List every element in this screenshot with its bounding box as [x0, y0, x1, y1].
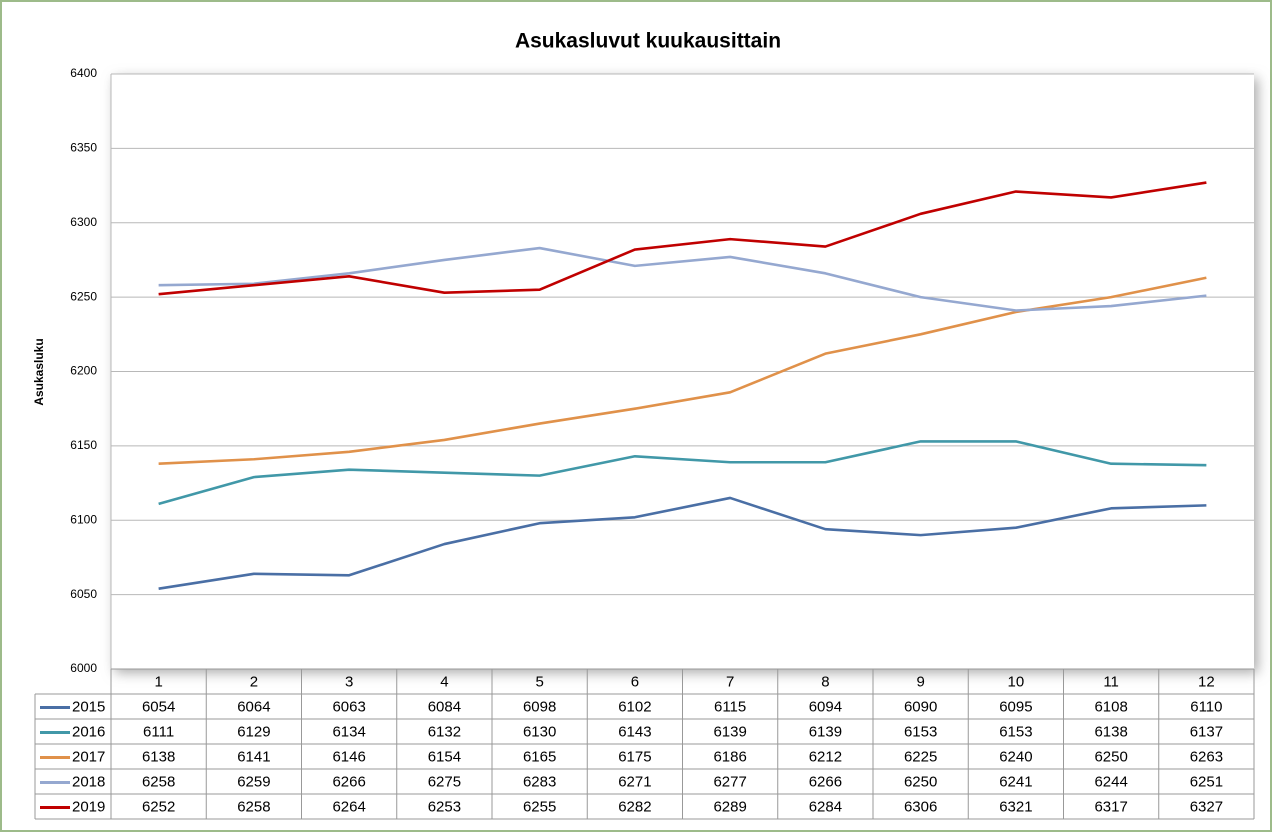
table-cell: 6259: [237, 773, 270, 790]
x-tick-label: 4: [440, 673, 448, 690]
table-cell: 6154: [428, 748, 461, 765]
table-cell: 6283: [523, 773, 556, 790]
table-cell: 6175: [618, 748, 651, 765]
table-cell: 6212: [809, 748, 842, 765]
y-tick-label: 6000: [70, 661, 97, 675]
table-cell: 6063: [332, 698, 365, 715]
table-cell: 6253: [428, 798, 461, 815]
table-cell: 6252: [142, 798, 175, 815]
table-cell: 6094: [809, 698, 842, 715]
y-tick-label: 6100: [70, 512, 97, 526]
table-cell: 6165: [523, 748, 556, 765]
table-cell: 6130: [523, 723, 556, 740]
table-cell: 6225: [904, 748, 937, 765]
table-cell: 6250: [1094, 748, 1127, 765]
x-tick-label: 3: [345, 673, 353, 690]
y-tick-label: 6150: [70, 438, 97, 452]
table-cell: 6284: [809, 798, 842, 815]
table-cell: 6240: [999, 748, 1032, 765]
x-tick-label: 12: [1198, 673, 1215, 690]
table-cell: 6132: [428, 723, 461, 740]
table-cell: 6264: [332, 798, 365, 815]
table-cell: 6306: [904, 798, 937, 815]
table-cell: 6282: [618, 798, 651, 815]
table-cell: 6251: [1190, 773, 1223, 790]
x-tick-label: 2: [250, 673, 258, 690]
legend-label: 2015: [72, 698, 105, 715]
y-tick-label: 6200: [70, 364, 97, 378]
table-cell: 6250: [904, 773, 937, 790]
x-tick-label: 6: [631, 673, 639, 690]
table-cell: 6098: [523, 698, 556, 715]
table-cell: 6143: [618, 723, 651, 740]
table-cell: 6137: [1190, 723, 1223, 740]
table-cell: 6054: [142, 698, 175, 715]
table-cell: 6138: [1094, 723, 1127, 740]
table-cell: 6111: [143, 723, 174, 740]
legend-label: 2017: [72, 748, 105, 765]
table-cell: 6108: [1094, 698, 1127, 715]
table-cell: 6258: [142, 773, 175, 790]
series-line: [158, 440, 1207, 506]
table-cell: 6129: [237, 723, 270, 740]
table-cell: 6186: [713, 748, 746, 765]
table-cell: 6263: [1190, 748, 1223, 765]
table-cell: 6275: [428, 773, 461, 790]
table-cell: 6266: [809, 773, 842, 790]
table-cell: 6153: [904, 723, 937, 740]
x-tick-label: 1: [154, 673, 162, 690]
legend-label: 2018: [72, 773, 105, 790]
table-cell: 6277: [713, 773, 746, 790]
table-cell: 6321: [999, 798, 1032, 815]
table-cell: 6139: [713, 723, 746, 740]
table-cell: 6289: [713, 798, 746, 815]
table-cell: 6255: [523, 798, 556, 815]
series-line: [158, 181, 1207, 296]
table-cell: 6064: [237, 698, 270, 715]
y-tick-label: 6050: [70, 587, 97, 601]
table-cell: 6317: [1094, 798, 1127, 815]
legend-label: 2016: [72, 723, 105, 740]
table-cell: 6090: [904, 698, 937, 715]
y-tick-label: 6250: [70, 289, 97, 303]
y-tick-label: 6300: [70, 215, 97, 229]
x-tick-label: 8: [821, 673, 829, 690]
table-cell: 6244: [1094, 773, 1127, 790]
x-tick-label: 10: [1008, 673, 1025, 690]
x-tick-label: 11: [1103, 673, 1119, 690]
table-cell: 6138: [142, 748, 175, 765]
table-cell: 6153: [999, 723, 1032, 740]
table-cell: 6095: [999, 698, 1032, 715]
y-tick-label: 6400: [70, 66, 97, 80]
chart-title: Asukasluvut kuukausittain: [515, 30, 781, 53]
series-line: [158, 496, 1207, 590]
table-cell: 6134: [332, 723, 365, 740]
series-line: [158, 246, 1207, 312]
table-cell: 6271: [618, 773, 651, 790]
table-cell: 6110: [1190, 698, 1222, 715]
x-tick-label: 9: [916, 673, 924, 690]
x-tick-label: 5: [535, 673, 543, 690]
x-tick-label: 7: [726, 673, 734, 690]
table-cell: 6115: [714, 698, 746, 715]
y-tick-label: 6350: [70, 141, 97, 155]
table-cell: 6141: [237, 748, 270, 765]
table-cell: 6084: [428, 698, 461, 715]
table-cell: 6139: [809, 723, 842, 740]
table-cell: 6102: [618, 698, 651, 715]
table-cell: 6258: [237, 798, 270, 815]
table-cell: 6266: [332, 773, 365, 790]
legend-label: 2019: [72, 798, 105, 815]
table-cell: 6327: [1190, 798, 1223, 815]
table-cell: 6146: [332, 748, 365, 765]
y-axis-label: Asukasluku: [32, 338, 46, 405]
table-cell: 6241: [999, 773, 1032, 790]
